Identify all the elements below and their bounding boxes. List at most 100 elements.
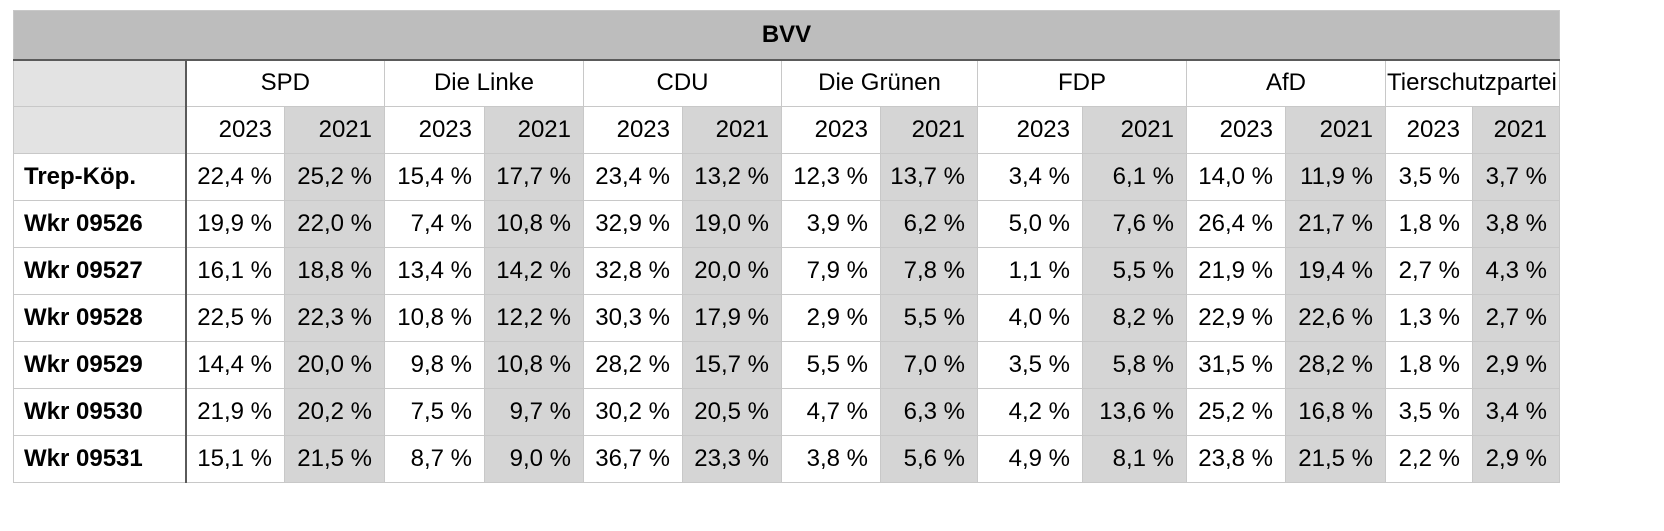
value-cell: 15,1 % xyxy=(185,435,285,483)
row-label: Wkr 09528 xyxy=(13,294,187,342)
value-cell: 1,8 % xyxy=(1385,200,1473,248)
value-cell: 5,5 % xyxy=(880,294,978,342)
row-label: Wkr 09527 xyxy=(13,247,187,295)
value-cell: 21,5 % xyxy=(1285,435,1386,483)
value-cell: 1,1 % xyxy=(977,247,1083,295)
value-cell: 5,5 % xyxy=(1082,247,1187,295)
value-cell: 30,3 % xyxy=(583,294,683,342)
value-cell: 4,7 % xyxy=(781,388,881,436)
value-cell: 8,1 % xyxy=(1082,435,1187,483)
party-header: FDP xyxy=(977,59,1187,107)
value-cell: 7,5 % xyxy=(384,388,485,436)
value-cell: 2,9 % xyxy=(1472,435,1560,483)
value-cell: 22,6 % xyxy=(1285,294,1386,342)
party-header: SPD xyxy=(185,59,385,107)
value-cell: 1,3 % xyxy=(1385,294,1473,342)
value-cell: 7,6 % xyxy=(1082,200,1187,248)
row-label: Wkr 09530 xyxy=(13,388,187,436)
value-cell: 12,3 % xyxy=(781,153,881,201)
row-label: Trep-Köp. xyxy=(13,153,187,201)
year-header: 2023 xyxy=(781,106,881,154)
value-cell: 20,0 % xyxy=(284,341,385,389)
value-cell: 21,5 % xyxy=(284,435,385,483)
value-cell: 4,0 % xyxy=(977,294,1083,342)
value-cell: 15,4 % xyxy=(384,153,485,201)
value-cell: 19,0 % xyxy=(682,200,782,248)
value-cell: 3,5 % xyxy=(1385,153,1473,201)
party-header: Die Linke xyxy=(384,59,584,107)
value-cell: 2,7 % xyxy=(1385,247,1473,295)
year-header: 2023 xyxy=(384,106,485,154)
title-row: BVV xyxy=(13,10,1560,61)
party-header: Die Grünen xyxy=(781,59,978,107)
value-cell: 6,2 % xyxy=(880,200,978,248)
value-cell: 5,8 % xyxy=(1082,341,1187,389)
value-cell: 14,4 % xyxy=(185,341,285,389)
value-cell: 23,3 % xyxy=(682,435,782,483)
table-row: Wkr 09531 15,1 % 21,5 % 8,7 % 9,0 % 36,7 % 23,… xyxy=(13,435,1560,483)
year-header: 2021 xyxy=(484,106,584,154)
value-cell: 3,5 % xyxy=(1385,388,1473,436)
value-cell: 11,9 % xyxy=(1285,153,1386,201)
value-cell: 2,9 % xyxy=(781,294,881,342)
party-header: Tierschutzpartei xyxy=(1385,59,1560,107)
corner-cell xyxy=(13,59,187,107)
year-header: 2021 xyxy=(880,106,978,154)
table-row: Wkr 09526 19,9 % 22,0 % 7,4 % 10,8 % 32,9 % 19… xyxy=(13,200,1560,248)
value-cell: 19,9 % xyxy=(185,200,285,248)
value-cell: 16,8 % xyxy=(1285,388,1386,436)
row-label: Wkr 09529 xyxy=(13,341,187,389)
row-label: Wkr 09526 xyxy=(13,200,187,248)
value-cell: 22,5 % xyxy=(185,294,285,342)
year-header: 2023 xyxy=(1186,106,1286,154)
value-cell: 8,7 % xyxy=(384,435,485,483)
value-cell: 3,4 % xyxy=(977,153,1083,201)
value-cell: 19,4 % xyxy=(1285,247,1386,295)
value-cell: 28,2 % xyxy=(1285,341,1386,389)
value-cell: 14,0 % xyxy=(1186,153,1286,201)
value-cell: 32,9 % xyxy=(583,200,683,248)
value-cell: 13,2 % xyxy=(682,153,782,201)
value-cell: 25,2 % xyxy=(1186,388,1286,436)
value-cell: 32,8 % xyxy=(583,247,683,295)
value-cell: 6,1 % xyxy=(1082,153,1187,201)
value-cell: 5,0 % xyxy=(977,200,1083,248)
value-cell: 30,2 % xyxy=(583,388,683,436)
value-cell: 7,0 % xyxy=(880,341,978,389)
value-cell: 2,7 % xyxy=(1472,294,1560,342)
value-cell: 8,2 % xyxy=(1082,294,1187,342)
value-cell: 14,2 % xyxy=(484,247,584,295)
value-cell: 4,3 % xyxy=(1472,247,1560,295)
value-cell: 20,5 % xyxy=(682,388,782,436)
value-cell: 13,6 % xyxy=(1082,388,1187,436)
value-cell: 10,8 % xyxy=(484,341,584,389)
year-header: 2021 xyxy=(1285,106,1386,154)
row-label: Wkr 09531 xyxy=(13,435,187,483)
table-row: Wkr 09528 22,5 % 22,3 % 10,8 % 12,2 % 30,3 % 1… xyxy=(13,294,1560,342)
value-cell: 20,2 % xyxy=(284,388,385,436)
year-header: 2023 xyxy=(1385,106,1473,154)
value-cell: 23,4 % xyxy=(583,153,683,201)
value-cell: 9,0 % xyxy=(484,435,584,483)
value-cell: 9,8 % xyxy=(384,341,485,389)
value-cell: 3,7 % xyxy=(1472,153,1560,201)
value-cell: 36,7 % xyxy=(583,435,683,483)
value-cell: 13,4 % xyxy=(384,247,485,295)
results-table: BVV SPD Die Linke CDU Die Grünen FDP AfD Tiers… xyxy=(13,10,1560,483)
table-row: Wkr 09527 16,1 % 18,8 % 13,4 % 14,2 % 32,8 % 2… xyxy=(13,247,1560,295)
value-cell: 7,9 % xyxy=(781,247,881,295)
year-header: 2023 xyxy=(185,106,285,154)
value-cell: 3,5 % xyxy=(977,341,1083,389)
value-cell: 22,0 % xyxy=(284,200,385,248)
value-cell: 25,2 % xyxy=(284,153,385,201)
value-cell: 21,9 % xyxy=(1186,247,1286,295)
value-cell: 4,9 % xyxy=(977,435,1083,483)
value-cell: 22,4 % xyxy=(185,153,285,201)
corner-cell xyxy=(13,106,187,154)
year-header: 2023 xyxy=(583,106,683,154)
value-cell: 18,8 % xyxy=(284,247,385,295)
value-cell: 6,3 % xyxy=(880,388,978,436)
party-header: AfD xyxy=(1186,59,1386,107)
party-header: CDU xyxy=(583,59,782,107)
value-cell: 13,7 % xyxy=(880,153,978,201)
